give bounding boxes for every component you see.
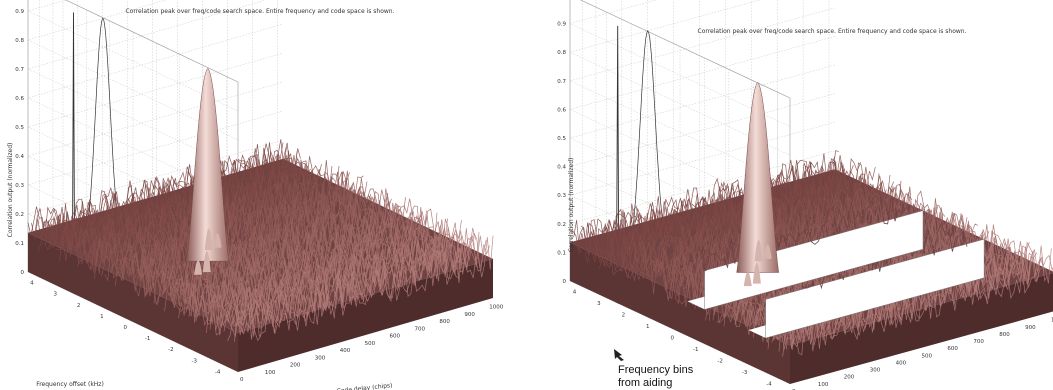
x-tick-label: 1000 <box>489 305 503 311</box>
aided-bin-trenches <box>687 195 985 339</box>
x-tick-label: 400 <box>340 348 351 354</box>
z-tick-label: 0.4 <box>557 165 566 171</box>
correlation-peak <box>186 67 230 275</box>
z-axis-label: Correlation output (normalized) <box>568 158 575 253</box>
axis-ticks: 0 0.1 0.2 0.3 0.4 0.5 0.6 0.7 0.8 0.9 1 0 100 200 300 4… <box>15 9 504 383</box>
y-tick-label: -3 <box>742 370 748 376</box>
x-tick-label: 600 <box>947 346 958 352</box>
z-tick-label: 0.8 <box>15 38 24 44</box>
axis-ticks: 0 0.1 0.2 0.3 0.4 0.5 0.6 0.7 0.8 0.9 1 0 100 200 300 4… <box>557 22 1053 390</box>
y-tick-label: 0 <box>671 336 675 342</box>
x-tick-label: 100 <box>818 382 829 388</box>
z-tick-label: 0.2 <box>557 222 566 228</box>
y-tick-label: 1 <box>646 324 650 330</box>
y-tick-label: -4 <box>215 369 221 375</box>
x-tick-label: 900 <box>1025 325 1036 331</box>
annotation-line-1: Frequency bins <box>618 364 694 376</box>
x-tick-label: 100 <box>1051 318 1053 324</box>
annotation-arrow-icon <box>614 349 624 361</box>
x-tick-label: 700 <box>414 326 425 332</box>
x-tick-label: 900 <box>464 312 475 318</box>
x-tick-label: 300 <box>315 355 326 361</box>
z-tick-label: 0.5 <box>557 136 566 142</box>
z-tick-label: 0.6 <box>15 96 24 102</box>
y-tick-label: 4 <box>573 290 577 296</box>
z-tick-label: 0.2 <box>15 212 24 218</box>
y-tick-label: 2 <box>622 313 626 319</box>
x-tick-label: 500 <box>365 341 376 347</box>
x-tick-label: 100 <box>265 370 276 376</box>
z-tick-label: 0.7 <box>557 79 566 85</box>
y-tick-label: -2 <box>717 358 722 364</box>
y-tick-label: 3 <box>597 301 601 307</box>
z-tick-label: 0.7 <box>15 67 24 73</box>
y-tick-label: -1 <box>693 347 698 353</box>
x-tick-label: 500 <box>922 353 933 359</box>
correlation-surface <box>27 139 494 372</box>
x-tick-label: 800 <box>439 319 450 325</box>
y-axis-label: Frequency offset (kHz) <box>36 381 104 388</box>
x-tick-label: 200 <box>844 375 855 381</box>
y-tick-label: 4 <box>30 281 34 287</box>
x-tick-label: 200 <box>290 363 301 369</box>
chart-title: Correlation peak over freq/code search s… <box>126 8 395 15</box>
z-axis-label: Correlation output (normalized) <box>7 143 14 238</box>
y-tick-label: -3 <box>192 358 198 364</box>
x-tick-label: 700 <box>973 339 984 345</box>
z-tick-label: 0.5 <box>15 125 24 131</box>
z-tick-label: 0 <box>21 270 25 276</box>
z-tick-label: 0.4 <box>15 154 24 160</box>
y-tick-label: 0 <box>124 325 128 331</box>
z-tick-label: 0.1 <box>557 250 566 256</box>
x-tick-label: 300 <box>870 368 881 374</box>
x-tick-label: 600 <box>390 334 401 340</box>
z-tick-label: 0.6 <box>557 107 566 113</box>
z-tick-label: 0.3 <box>557 193 566 199</box>
y-tick-label: -4 <box>766 381 772 387</box>
surface-plot-right: 0 0.1 0.2 0.3 0.4 0.5 0.6 0.7 0.8 0.9 1 0 100 200 300 4… <box>557 0 1053 390</box>
surface-plot-left: 0 0.1 0.2 0.3 0.4 0.5 0.6 0.7 0.8 0.9 1 0 100 200 300 4… <box>7 0 504 390</box>
y-tick-label: 3 <box>54 292 58 298</box>
z-tick-label: 0.9 <box>557 22 566 28</box>
y-tick-label: -2 <box>168 347 173 353</box>
z-tick-label: 0.1 <box>15 241 24 247</box>
y-tick-label: 1 <box>100 314 104 320</box>
z-tick-label: 0.8 <box>557 50 566 56</box>
correlation-peak <box>736 81 780 287</box>
x-axis-label: Code delay (chips) <box>336 382 392 390</box>
x-tick-label: 400 <box>896 360 907 366</box>
x-tick-label: 0 <box>240 377 244 383</box>
annotation-line-2: from aiding <box>618 377 672 389</box>
z-tick-label: 0.3 <box>15 183 24 189</box>
y-tick-label: 2 <box>77 303 81 309</box>
x-tick-label: 800 <box>999 332 1010 338</box>
chart-title: Correlation peak over freq/code search s… <box>698 28 967 35</box>
z-tick-label: 0 <box>563 279 567 285</box>
y-tick-label: -1 <box>145 336 150 342</box>
z-tick-label: 0.9 <box>15 9 24 15</box>
